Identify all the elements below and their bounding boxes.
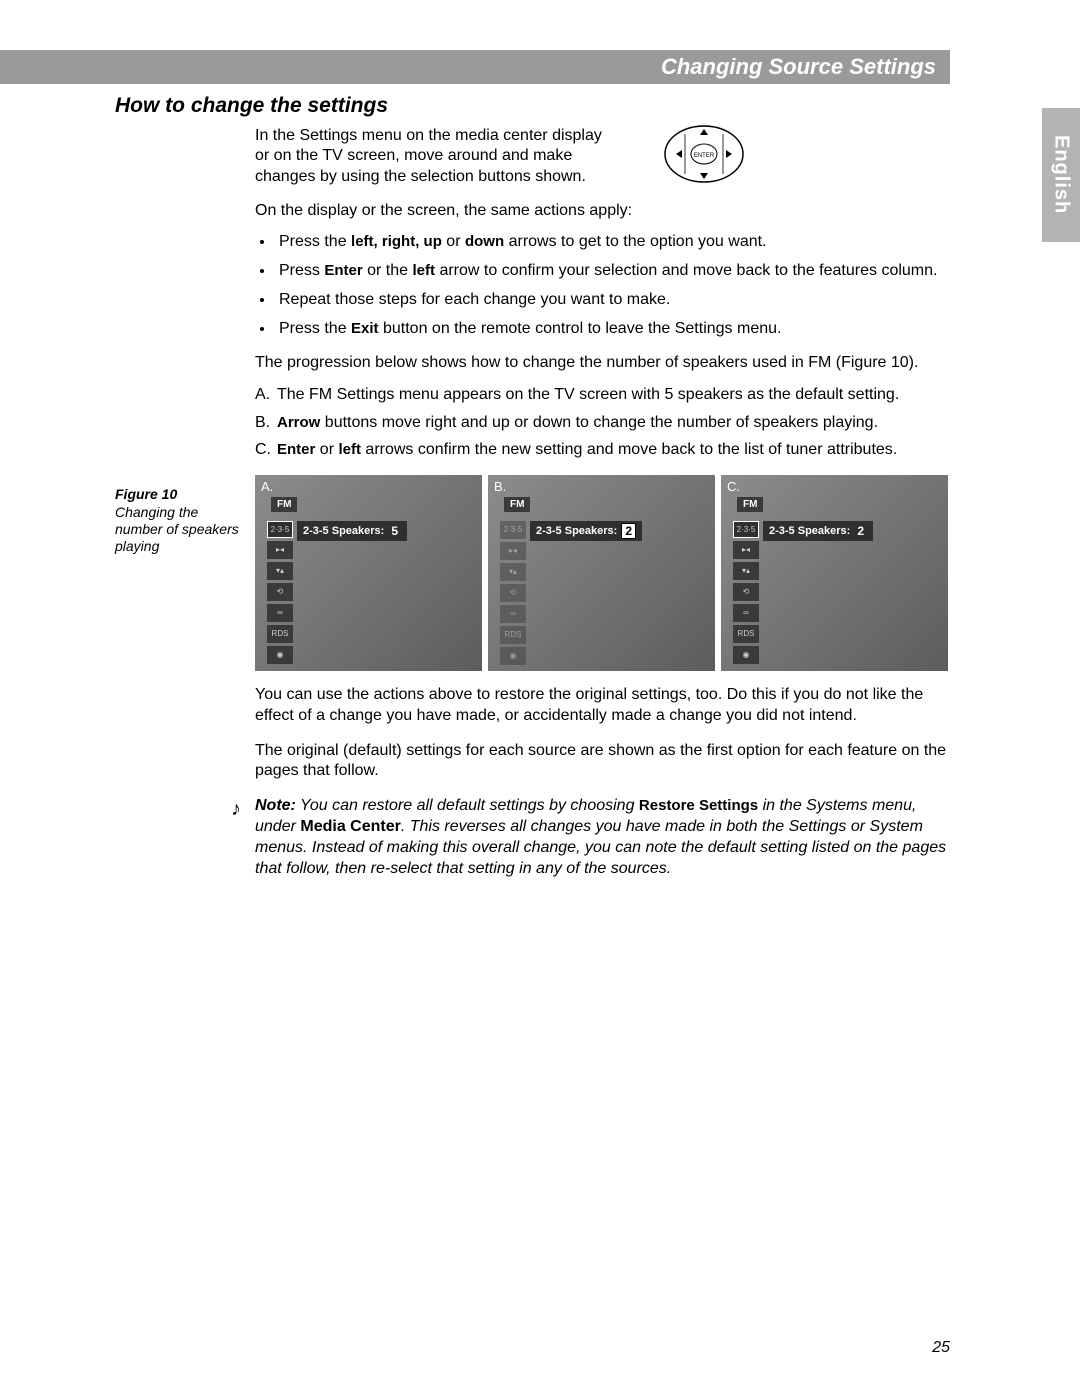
svg-text:ENTER: ENTER <box>694 153 715 159</box>
page-content: How to change the settings In the Settin… <box>115 94 949 879</box>
bullet-3: Repeat those steps for each change you w… <box>275 290 949 311</box>
bullet-4: Press the Exit button on the remote cont… <box>275 319 949 340</box>
note-label: Note: <box>255 797 296 814</box>
bullet-2: Press Enter or the left arrow to confirm… <box>275 261 949 282</box>
speaker-value: 2 <box>621 523 636 539</box>
after-figure-1: You can use the actions above to restore… <box>255 685 949 727</box>
progression-text: The progression below shows how to chang… <box>255 353 949 374</box>
bullet-1: Press the left, right, up or down arrows… <box>275 232 949 253</box>
menu-icon: ⟲ <box>733 583 759 601</box>
step-c: C.Enter or left arrows confirm the new s… <box>255 439 949 461</box>
icon-column: 2·3·5 ▸◂ ▾▴ ⟲ ∞ RDS ◉ <box>267 521 293 664</box>
icon-column: 2·3·5 ▸◂ ▾▴ ⟲ ∞ RDS ◉ <box>500 521 526 665</box>
menu-icon: ▾▴ <box>733 562 759 580</box>
menu-icon: ∞ <box>267 604 293 622</box>
menu-icon: ▾▴ <box>500 563 526 581</box>
rds-icon: RDS <box>500 626 526 644</box>
intro-text: In the Settings menu on the media center… <box>255 126 605 187</box>
note-block: ♪ Note: You can restore all default sett… <box>237 796 949 879</box>
speaker-setting-row: 2-3-5 Speakers: 2 <box>530 521 642 541</box>
speaker-setting-row: 2-3-5 Speakers: 2 <box>763 521 873 541</box>
page-number: 25 <box>932 1339 950 1357</box>
figure-caption: Changing the number of speakers playing <box>115 504 247 554</box>
fm-badge: FM <box>737 497 763 512</box>
menu-icon: ∞ <box>733 604 759 622</box>
bullet-list: Press the left, right, up or down arrows… <box>275 232 949 339</box>
figure-label: Figure 10 Changing the number of speaker… <box>115 486 247 554</box>
speaker-value: 2 <box>854 524 867 538</box>
fm-badge: FM <box>271 497 297 512</box>
fm-badge: FM <box>504 497 530 512</box>
icon-column: 2·3·5 ▸◂ ▾▴ ⟲ ∞ RDS ◉ <box>733 521 759 664</box>
menu-icon: ⟲ <box>500 584 526 602</box>
rds-icon: RDS <box>267 625 293 643</box>
header-bar: Changing Source Settings <box>0 50 950 84</box>
menu-icon: ⟲ <box>267 583 293 601</box>
menu-icon: ▸◂ <box>267 541 293 559</box>
figure-number: Figure 10 <box>115 486 247 502</box>
header-title: Changing Source Settings <box>661 54 936 80</box>
step-b: B.Arrow buttons move right and up or dow… <box>255 412 949 434</box>
language-tab: English <box>1042 108 1080 242</box>
panel-c: C. FM 2·3·5 ▸◂ ▾▴ ⟲ ∞ RDS ◉ 2-3-5 Speake… <box>721 475 948 671</box>
speaker-setting-row: 2-3-5 Speakers: 5 <box>297 521 407 541</box>
menu-icon: ∞ <box>500 605 526 623</box>
panel-a: A. FM 2·3·5 ▸◂ ▾▴ ⟲ ∞ RDS ◉ 2-3-5 Speake… <box>255 475 482 671</box>
figure-row: A. FM 2·3·5 ▸◂ ▾▴ ⟲ ∞ RDS ◉ 2-3-5 Speake… <box>255 475 949 671</box>
menu-icon: ◉ <box>500 647 526 665</box>
section-title: How to change the settings <box>115 94 949 118</box>
language-label: English <box>1050 135 1073 214</box>
after-figure-2: The original (default) settings for each… <box>255 741 949 783</box>
menu-icon: ▸◂ <box>733 541 759 559</box>
intro-block: In the Settings menu on the media center… <box>255 126 949 187</box>
enter-pad-icon: ENTER <box>663 124 745 184</box>
menu-icon: ▸◂ <box>500 542 526 560</box>
speaker-icon: 2·3·5 <box>733 521 759 538</box>
menu-icon: ◉ <box>267 646 293 664</box>
speaker-icon: 2·3·5 <box>500 521 526 539</box>
menu-icon: ◉ <box>733 646 759 664</box>
speaker-value: 5 <box>388 524 401 538</box>
after-intro: On the display or the screen, the same a… <box>255 201 949 222</box>
speaker-icon: 2·3·5 <box>267 521 293 538</box>
menu-icon: ▾▴ <box>267 562 293 580</box>
step-a: A.The FM Settings menu appears on the TV… <box>255 384 949 406</box>
panel-b: B. FM 2·3·5 ▸◂ ▾▴ ⟲ ∞ RDS ◉ 2-3-5 Speake… <box>488 475 715 671</box>
rds-icon: RDS <box>733 625 759 643</box>
note-icon: ♪ <box>231 796 241 822</box>
steps-list: A.The FM Settings menu appears on the TV… <box>255 384 949 461</box>
